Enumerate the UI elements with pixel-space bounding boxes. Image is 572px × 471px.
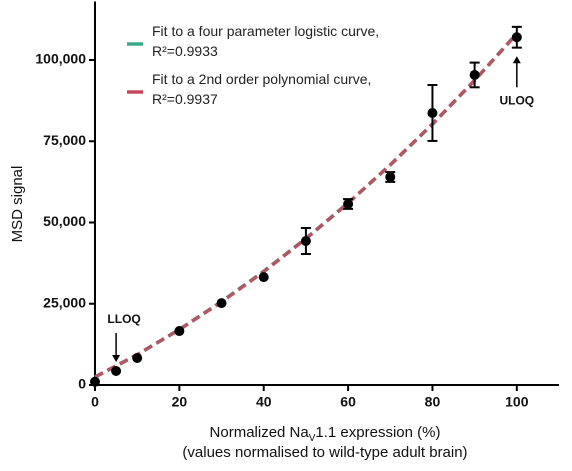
x-label-part: 1.1 expression (%) [315, 424, 440, 441]
data-point [427, 107, 438, 118]
legend-label: Fit to a four parameter logistic curve, [152, 23, 379, 39]
y-tick-label: 75,000 [43, 132, 86, 148]
data-point [343, 198, 354, 209]
y-tick-label: 100,000 [35, 51, 86, 67]
x-tick-label: 20 [172, 394, 188, 410]
data-point [174, 326, 185, 337]
data-point [385, 172, 396, 182]
x-axis-label: Normalized NaV1.1 expression (%) [210, 424, 441, 444]
x-label-part: Normalized Na [210, 424, 310, 441]
x-tick-label: 0 [91, 394, 99, 410]
data-point [300, 236, 311, 247]
legend-note: R²=0.9937 [152, 91, 218, 107]
x-tick-label: 80 [425, 394, 441, 410]
data-point [469, 69, 480, 80]
x-tick-label: 60 [340, 394, 356, 410]
arrow-head [112, 355, 121, 363]
y-tick-label: 25,000 [43, 294, 86, 310]
data-point [90, 376, 100, 387]
y-tick-label: 0 [78, 376, 86, 392]
x-label-sub: V [309, 433, 316, 444]
x-tick-label: 40 [256, 394, 272, 410]
data-point [258, 272, 269, 283]
data-point [511, 32, 522, 43]
y-axis-label: MSD signal [9, 166, 26, 243]
y-tick-label: 50,000 [43, 213, 86, 229]
data-point [132, 353, 143, 364]
data-point [111, 366, 122, 377]
annotation: ULOQ [499, 93, 534, 107]
x-axis-note: (values normalised to wild-type adult br… [182, 444, 467, 461]
annotation: LLOQ [107, 312, 140, 326]
x-tick-label: 100 [505, 394, 529, 410]
arrow-head [512, 56, 521, 64]
legend-note: R²=0.9933 [152, 43, 218, 59]
data-point [216, 298, 227, 309]
legend-label: Fit to a 2nd order polynomial curve, [152, 71, 371, 87]
